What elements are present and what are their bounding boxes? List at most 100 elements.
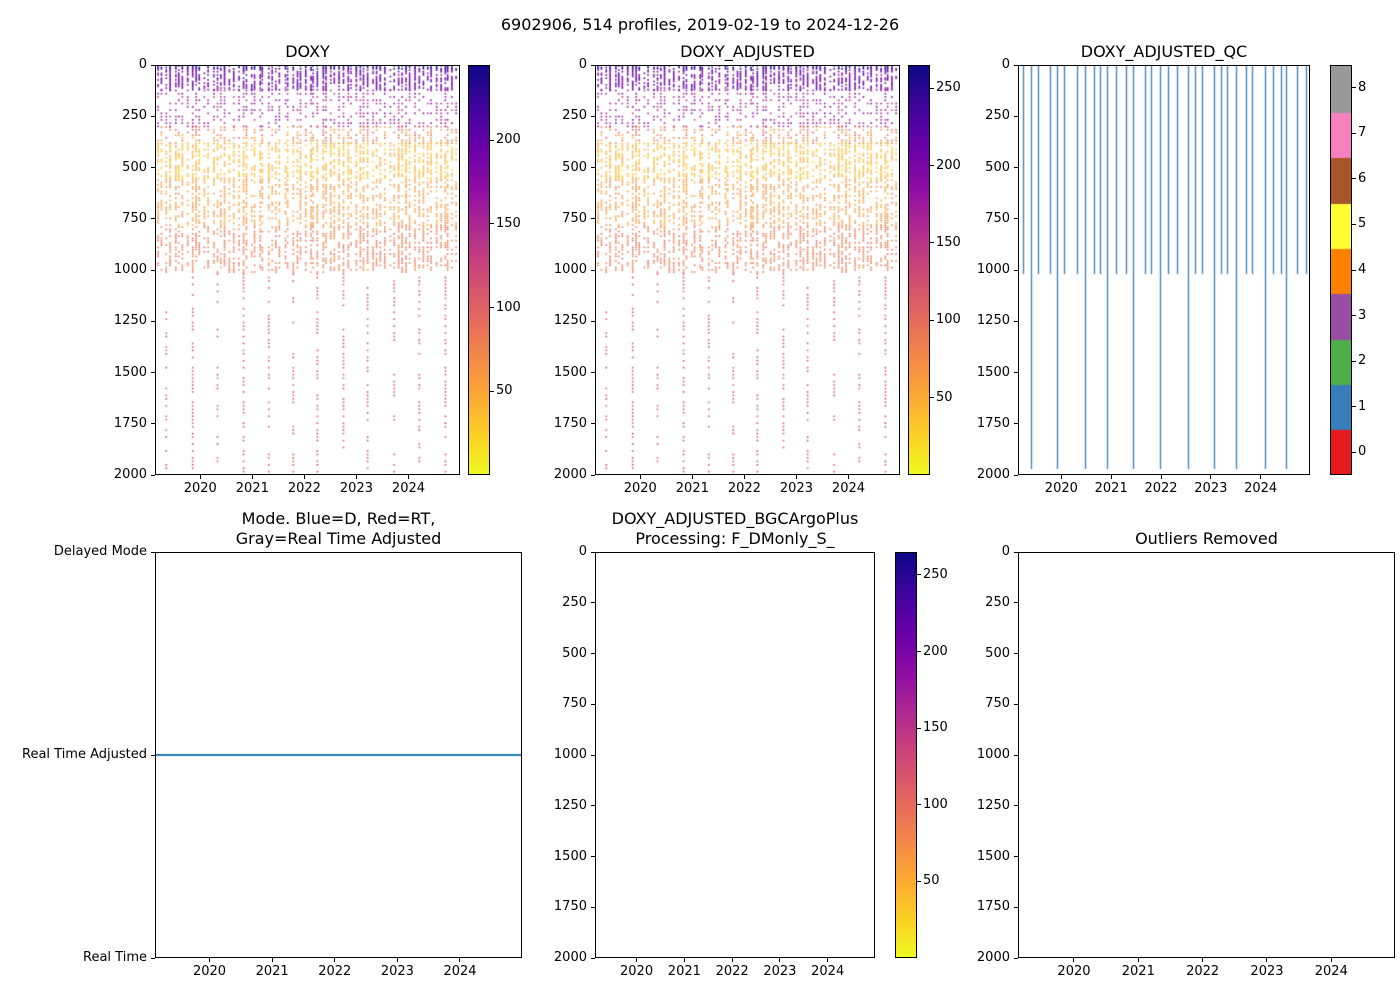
- y-tick-mark: [151, 474, 155, 476]
- axes-doxy-adjusted-qc: [1018, 65, 1310, 475]
- colorbar-tick-label: 50: [496, 383, 513, 399]
- x-tick-mark: [1073, 958, 1075, 962]
- y-tick-mark: [151, 218, 155, 220]
- y-tick-label: 0: [138, 57, 147, 72]
- y-tick-mark: [151, 957, 155, 959]
- y-tick-mark: [1014, 703, 1018, 705]
- colorbar-tick-label: 250: [923, 566, 948, 582]
- y-tick-label: 1250: [113, 313, 147, 329]
- x-tick-mark: [1266, 958, 1268, 962]
- y-tick-mark: [591, 653, 595, 654]
- subplot-title-doxy: DOXY: [285, 42, 330, 61]
- x-tick-mark: [1137, 958, 1139, 962]
- y-tick-mark: [591, 805, 595, 807]
- x-tick-mark: [847, 475, 849, 479]
- y-tick-label: 750: [562, 696, 587, 712]
- x-tick-label: 2023: [763, 964, 797, 979]
- colorbar-tick-mark: [1352, 451, 1356, 453]
- x-tick-label: 2023: [339, 481, 373, 496]
- colorbar-doxy-adjusted: [908, 65, 930, 475]
- colorbar-tick-mark: [1352, 87, 1356, 89]
- colorbar-tick-label: 200: [936, 157, 961, 173]
- x-tick-mark: [691, 475, 693, 479]
- x-tick-mark: [1330, 958, 1332, 962]
- outliers-removed-canvas: [1019, 553, 1394, 957]
- y-tick-mark: [591, 906, 595, 908]
- y-tick-label: 250: [985, 594, 1010, 610]
- colorbar-tick-mark: [930, 319, 934, 321]
- y-tick-mark: [1014, 602, 1018, 604]
- y-tick-label: 250: [985, 108, 1010, 124]
- x-tick-mark: [795, 475, 797, 479]
- x-tick-mark: [731, 958, 733, 962]
- y-tick-mark: [1014, 269, 1018, 271]
- doxy-scatter-canvas: [156, 66, 459, 474]
- x-tick-label: 2021: [1094, 481, 1128, 496]
- y-tick-mark: [591, 602, 595, 604]
- y-tick-label: 2000: [553, 950, 587, 965]
- y-tick-label: 1000: [976, 747, 1010, 762]
- colorbar-tick-mark: [917, 880, 921, 882]
- y-category-label: Real Time Adjusted: [22, 747, 147, 762]
- y-tick-mark: [1014, 754, 1018, 756]
- y-tick-mark: [151, 64, 155, 66]
- x-tick-label: 2024: [1314, 964, 1348, 979]
- subplot-title-bgc-processing: DOXY_ADJUSTED_BGCArgoPlus Processing: F_…: [611, 509, 859, 548]
- colorbar-tick-label: 150: [496, 215, 521, 231]
- colorbar-doxy-canvas: [469, 66, 489, 474]
- axes-outliers-removed: [1018, 552, 1395, 958]
- colorbar-tick-label: 50: [923, 873, 940, 889]
- y-tick-label: 1500: [976, 848, 1010, 864]
- colorbar-tick-label: 8: [1358, 79, 1367, 95]
- subplot-title-outliers-removed: Outliers Removed: [1135, 529, 1278, 548]
- y-tick-mark: [151, 269, 155, 271]
- y-tick-label: 0: [578, 544, 587, 559]
- y-tick-mark: [1014, 551, 1018, 553]
- y-tick-label: 1250: [976, 797, 1010, 813]
- colorbar-tick-mark: [930, 397, 934, 399]
- y-tick-mark: [591, 474, 595, 476]
- y-tick-mark: [591, 320, 595, 322]
- axes-mode: [155, 552, 522, 958]
- colorbar-tick-mark: [917, 727, 921, 729]
- y-tick-mark: [151, 320, 155, 322]
- y-tick-label: 1750: [113, 415, 147, 431]
- y-tick-mark: [591, 218, 595, 220]
- x-tick-label: 2021: [1121, 964, 1155, 979]
- y-tick-label: 1750: [553, 899, 587, 915]
- x-tick-label: 2024: [443, 964, 477, 979]
- y-tick-mark: [1014, 474, 1018, 476]
- colorbar-bgc-processing-canvas: [896, 553, 916, 957]
- y-category-label: Delayed Mode: [53, 544, 147, 559]
- colorbar-tick-label: 3: [1358, 307, 1367, 323]
- colorbar-qc-canvas: [1331, 66, 1351, 474]
- colorbar-tick-mark: [1352, 132, 1356, 134]
- y-tick-label: 750: [985, 696, 1010, 712]
- y-tick-mark: [1014, 805, 1018, 807]
- axes-doxy: [155, 65, 460, 475]
- y-tick-label: 750: [122, 210, 147, 226]
- colorbar-tick-label: 200: [496, 132, 521, 148]
- colorbar-tick-label: 150: [923, 720, 948, 736]
- y-tick-mark: [1014, 218, 1018, 220]
- y-tick-label: 1500: [976, 364, 1010, 380]
- x-tick-mark: [407, 475, 409, 479]
- y-tick-mark: [1014, 320, 1018, 322]
- colorbar-tick-mark: [490, 223, 494, 225]
- colorbar-tick-mark: [917, 804, 921, 806]
- colorbar-doxy: [468, 65, 490, 475]
- y-tick-mark: [1014, 115, 1018, 117]
- y-tick-label: 1000: [553, 747, 587, 762]
- colorbar-tick-mark: [917, 651, 921, 653]
- colorbar-tick-mark: [490, 390, 494, 392]
- colorbar-tick-mark: [490, 307, 494, 309]
- x-tick-mark: [1060, 475, 1062, 479]
- x-tick-mark: [271, 958, 273, 962]
- x-tick-mark: [683, 958, 685, 962]
- x-tick-mark: [303, 475, 305, 479]
- y-tick-label: 1750: [976, 899, 1010, 915]
- colorbar-tick-label: 100: [936, 312, 961, 328]
- y-tick-mark: [591, 167, 595, 168]
- y-tick-label: 1000: [976, 262, 1010, 277]
- y-tick-mark: [151, 167, 155, 168]
